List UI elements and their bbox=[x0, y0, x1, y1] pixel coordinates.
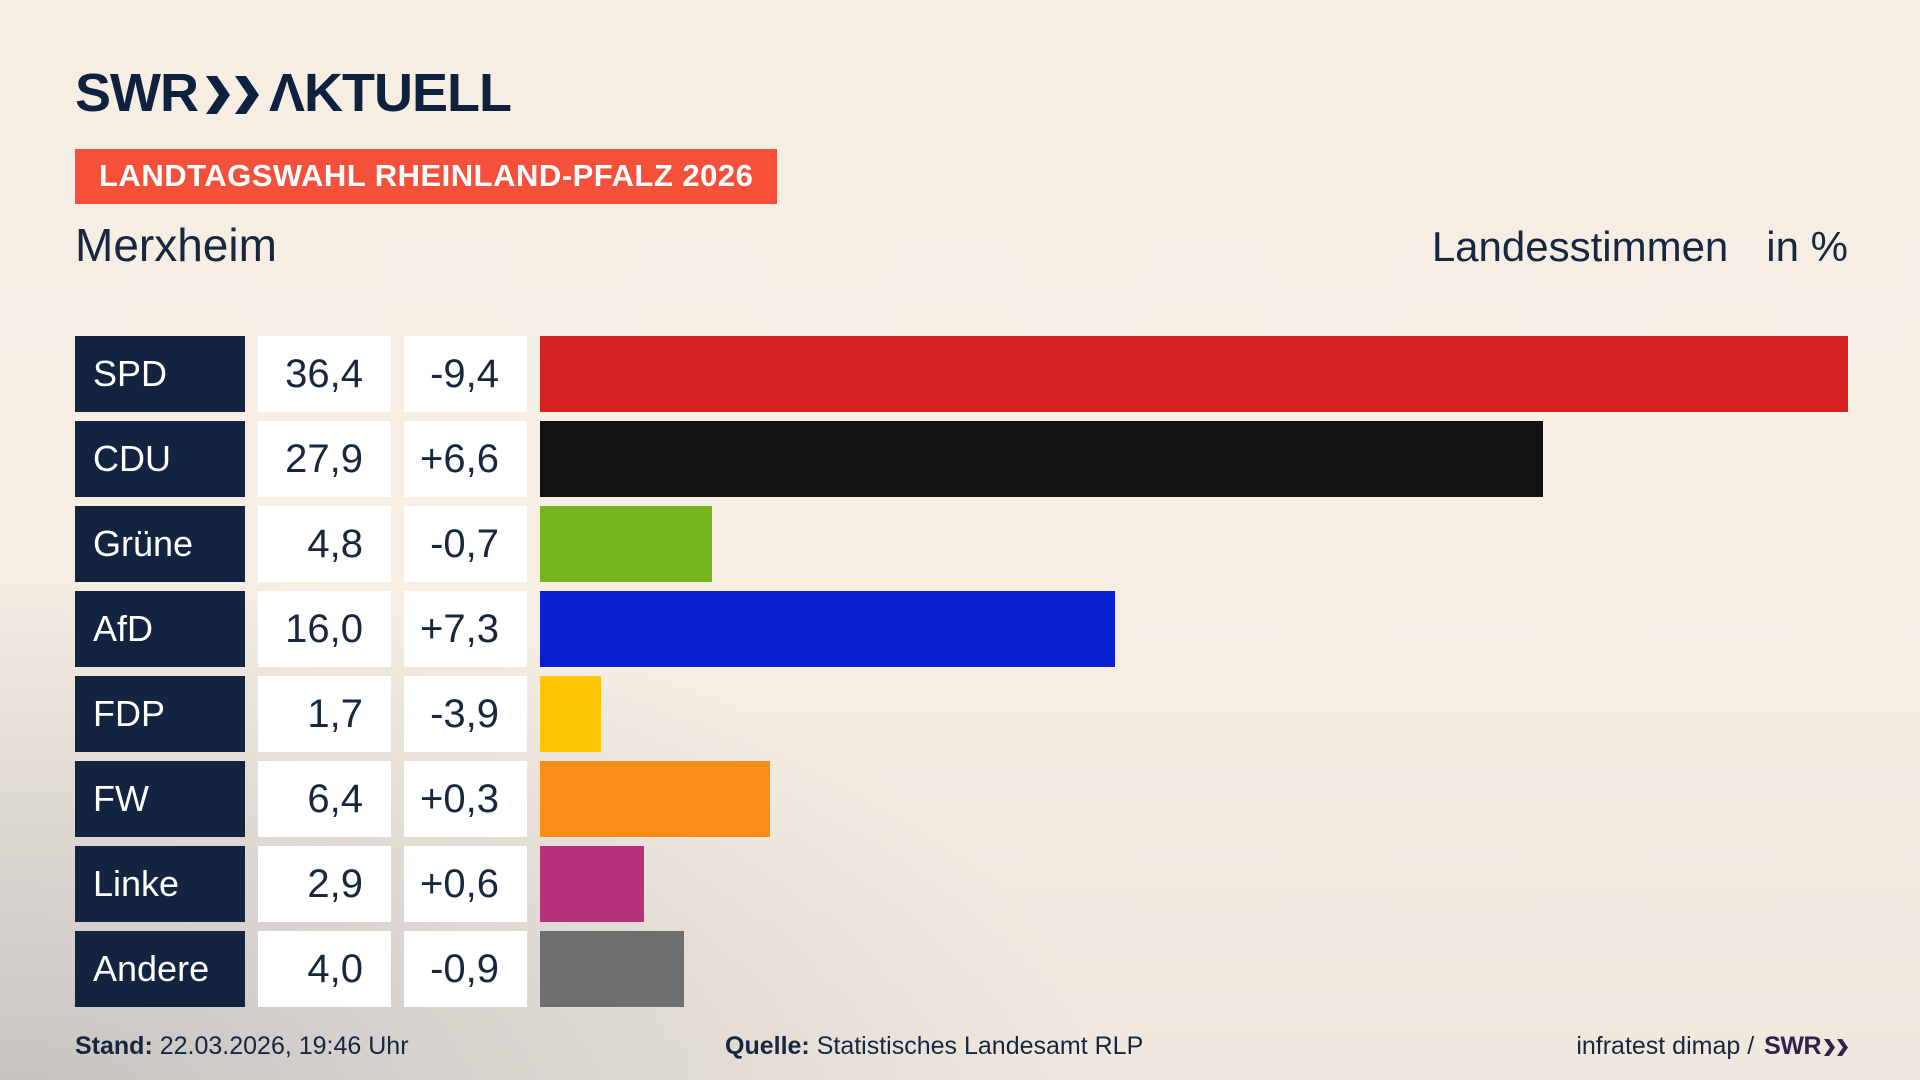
credit-swr-logo: SWR bbox=[1764, 1032, 1848, 1061]
party-row: CDU 27,9 +6,6 bbox=[75, 421, 1848, 497]
party-row: Andere 4,0 -0,9 bbox=[75, 931, 1848, 1007]
party-value: 36,4 bbox=[258, 336, 391, 412]
party-change: +7,3 bbox=[404, 591, 527, 667]
party-row: FDP 1,7 -3,9 bbox=[75, 676, 1848, 752]
measure-label: Landesstimmen bbox=[1431, 223, 1729, 270]
logo-text-aktuell: ΛKTUELL bbox=[268, 63, 512, 123]
measure-title: Landesstimmen in % bbox=[1432, 223, 1848, 271]
unit-label: in % bbox=[1766, 223, 1848, 270]
party-bar bbox=[540, 421, 1543, 497]
stand-label: Stand: bbox=[75, 1032, 153, 1060]
party-label: AfD bbox=[75, 591, 245, 667]
party-bar bbox=[540, 676, 602, 752]
party-label: SPD bbox=[75, 336, 245, 412]
party-change: -3,9 bbox=[404, 676, 527, 752]
source-label: Quelle: bbox=[725, 1032, 810, 1060]
bar-track bbox=[540, 931, 1848, 1007]
bar-chart: SPD 36,4 -9,4 CDU 27,9 +6,6 Grüne 4,8 -0,7 AfD 16,… bbox=[75, 336, 1848, 1016]
party-bar bbox=[540, 506, 713, 582]
bar-track bbox=[540, 421, 1848, 497]
bar-track bbox=[540, 336, 1848, 412]
party-row: SPD 36,4 -9,4 bbox=[75, 336, 1848, 412]
party-change: +0,3 bbox=[404, 761, 527, 837]
credit-chevrons-icon bbox=[1824, 1039, 1848, 1056]
bar-track bbox=[540, 591, 1848, 667]
party-change: -0,9 bbox=[404, 931, 527, 1007]
party-label: Grüne bbox=[75, 506, 245, 582]
footer: Stand: 22.03.2026, 19:46 Uhr Quelle: Sta… bbox=[0, 1032, 1920, 1068]
bar-track bbox=[540, 506, 1848, 582]
party-bar bbox=[540, 931, 684, 1007]
party-label: FW bbox=[75, 761, 245, 837]
stand-timestamp: Stand: 22.03.2026, 19:46 Uhr bbox=[75, 1032, 409, 1061]
swr-aktuell-logo: SWR ΛKTUELL bbox=[75, 62, 512, 124]
party-bar bbox=[540, 591, 1115, 667]
election-banner: LANDTAGSWAHL RHEINLAND-PFALZ 2026 bbox=[75, 149, 778, 204]
party-value: 2,9 bbox=[258, 846, 391, 922]
party-bar bbox=[540, 846, 645, 922]
logo-text-swr: SWR bbox=[75, 63, 199, 123]
party-change: +6,6 bbox=[404, 421, 527, 497]
region-title: Merxheim bbox=[75, 219, 277, 271]
party-change: -0,7 bbox=[404, 506, 527, 582]
source-value: Statistisches Landesamt RLP bbox=[816, 1032, 1144, 1060]
party-value: 16,0 bbox=[258, 591, 391, 667]
party-label: Andere bbox=[75, 931, 245, 1007]
credit-note: infratest dimap / SWR bbox=[1576, 1032, 1848, 1061]
party-bar bbox=[540, 336, 1848, 412]
party-value: 6,4 bbox=[258, 761, 391, 837]
credit-text: infratest dimap / bbox=[1576, 1032, 1755, 1060]
party-value: 1,7 bbox=[258, 676, 391, 752]
party-bar bbox=[540, 761, 770, 837]
party-value: 27,9 bbox=[258, 421, 391, 497]
party-value: 4,8 bbox=[258, 506, 391, 582]
party-change: +0,6 bbox=[404, 846, 527, 922]
title-row: Merxheim Landesstimmen in % bbox=[75, 218, 1848, 272]
party-row: AfD 16,0 +7,3 bbox=[75, 591, 1848, 667]
bar-track bbox=[540, 676, 1848, 752]
stand-value: 22.03.2026, 19:46 Uhr bbox=[159, 1032, 409, 1060]
party-label: FDP bbox=[75, 676, 245, 752]
source-note: Quelle: Statistisches Landesamt RLP bbox=[725, 1032, 1143, 1061]
bar-track bbox=[540, 761, 1848, 837]
party-label: Linke bbox=[75, 846, 245, 922]
party-value: 4,0 bbox=[258, 931, 391, 1007]
party-row: Linke 2,9 +0,6 bbox=[75, 846, 1848, 922]
party-label: CDU bbox=[75, 421, 245, 497]
bar-track bbox=[540, 846, 1848, 922]
party-change: -9,4 bbox=[404, 336, 527, 412]
party-row: FW 6,4 +0,3 bbox=[75, 761, 1848, 837]
logo-chevrons-icon bbox=[205, 76, 259, 114]
party-row: Grüne 4,8 -0,7 bbox=[75, 506, 1848, 582]
